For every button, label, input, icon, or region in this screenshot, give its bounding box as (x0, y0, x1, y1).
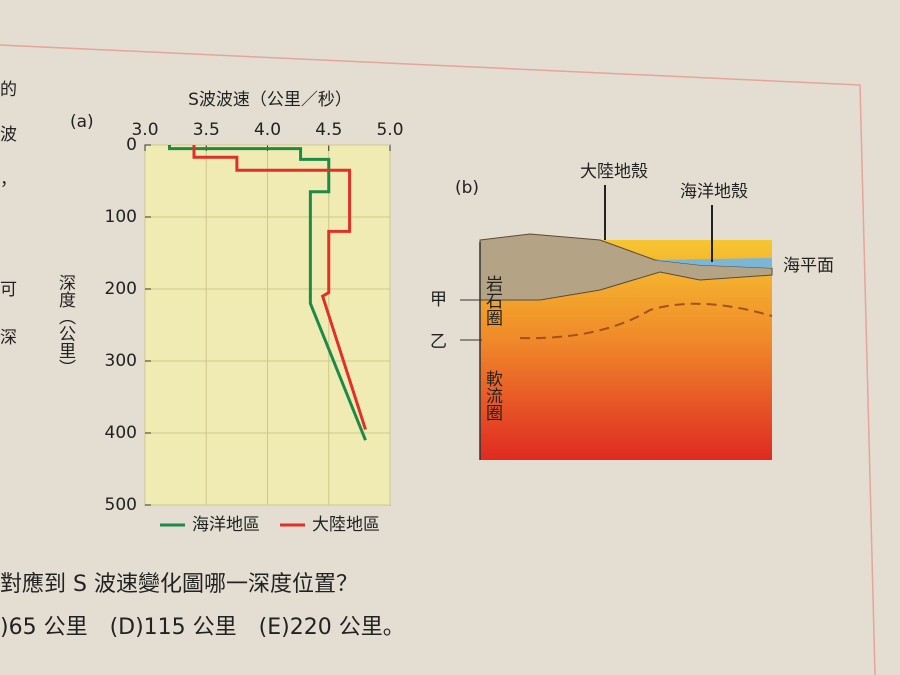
x-tick-label: 5.0 (376, 120, 403, 140)
data-line (192, 145, 367, 430)
margin-text: 深 (0, 328, 17, 348)
label: 大陸地殼 (580, 162, 648, 182)
legend-label: 大陸地區 (312, 515, 380, 535)
label: 甲 (430, 290, 447, 310)
x-tick-label: 4.0 (254, 120, 281, 140)
y-tick-label: 500 (105, 495, 137, 515)
label: 乙 (430, 332, 447, 352)
sea (655, 258, 772, 268)
y-tick-label: 100 (105, 207, 137, 227)
data-line (168, 145, 367, 441)
label: 海洋地殼 (680, 182, 748, 202)
panel-label: (b) (455, 178, 479, 198)
margin-text: 波 (0, 125, 17, 145)
options: )65 公里 (D)115 公里 (E)220 公里。 (0, 615, 405, 640)
question: 對應到 S 波速變化圖哪一深度位置？ (0, 571, 358, 597)
x-tick-label: 3.0 (131, 120, 158, 140)
x-tick-label: 3.5 (193, 120, 220, 140)
panel-label: (a) (70, 112, 94, 132)
crust (479, 233, 773, 301)
y-axis-title: 深度（公里） (55, 274, 76, 376)
margin-text: ， (0, 170, 17, 190)
label: 海平面 (783, 256, 834, 276)
label: 軟流圈 (482, 370, 503, 421)
y-tick-label: 0 (126, 135, 137, 155)
margin-text: 可 (0, 280, 17, 300)
legend-label: 海洋地區 (192, 515, 260, 535)
x-axis-title: S波波速（公里／秒） (188, 90, 352, 110)
boundary (519, 302, 773, 340)
y-tick-label: 400 (105, 423, 137, 443)
margin-text: 的 (0, 80, 17, 100)
y-tick-label: 300 (105, 351, 137, 371)
label: 岩石圈 (482, 275, 503, 326)
x-tick-label: 4.5 (315, 120, 342, 140)
y-tick-label: 200 (105, 279, 137, 299)
page-border (0, 44, 876, 675)
